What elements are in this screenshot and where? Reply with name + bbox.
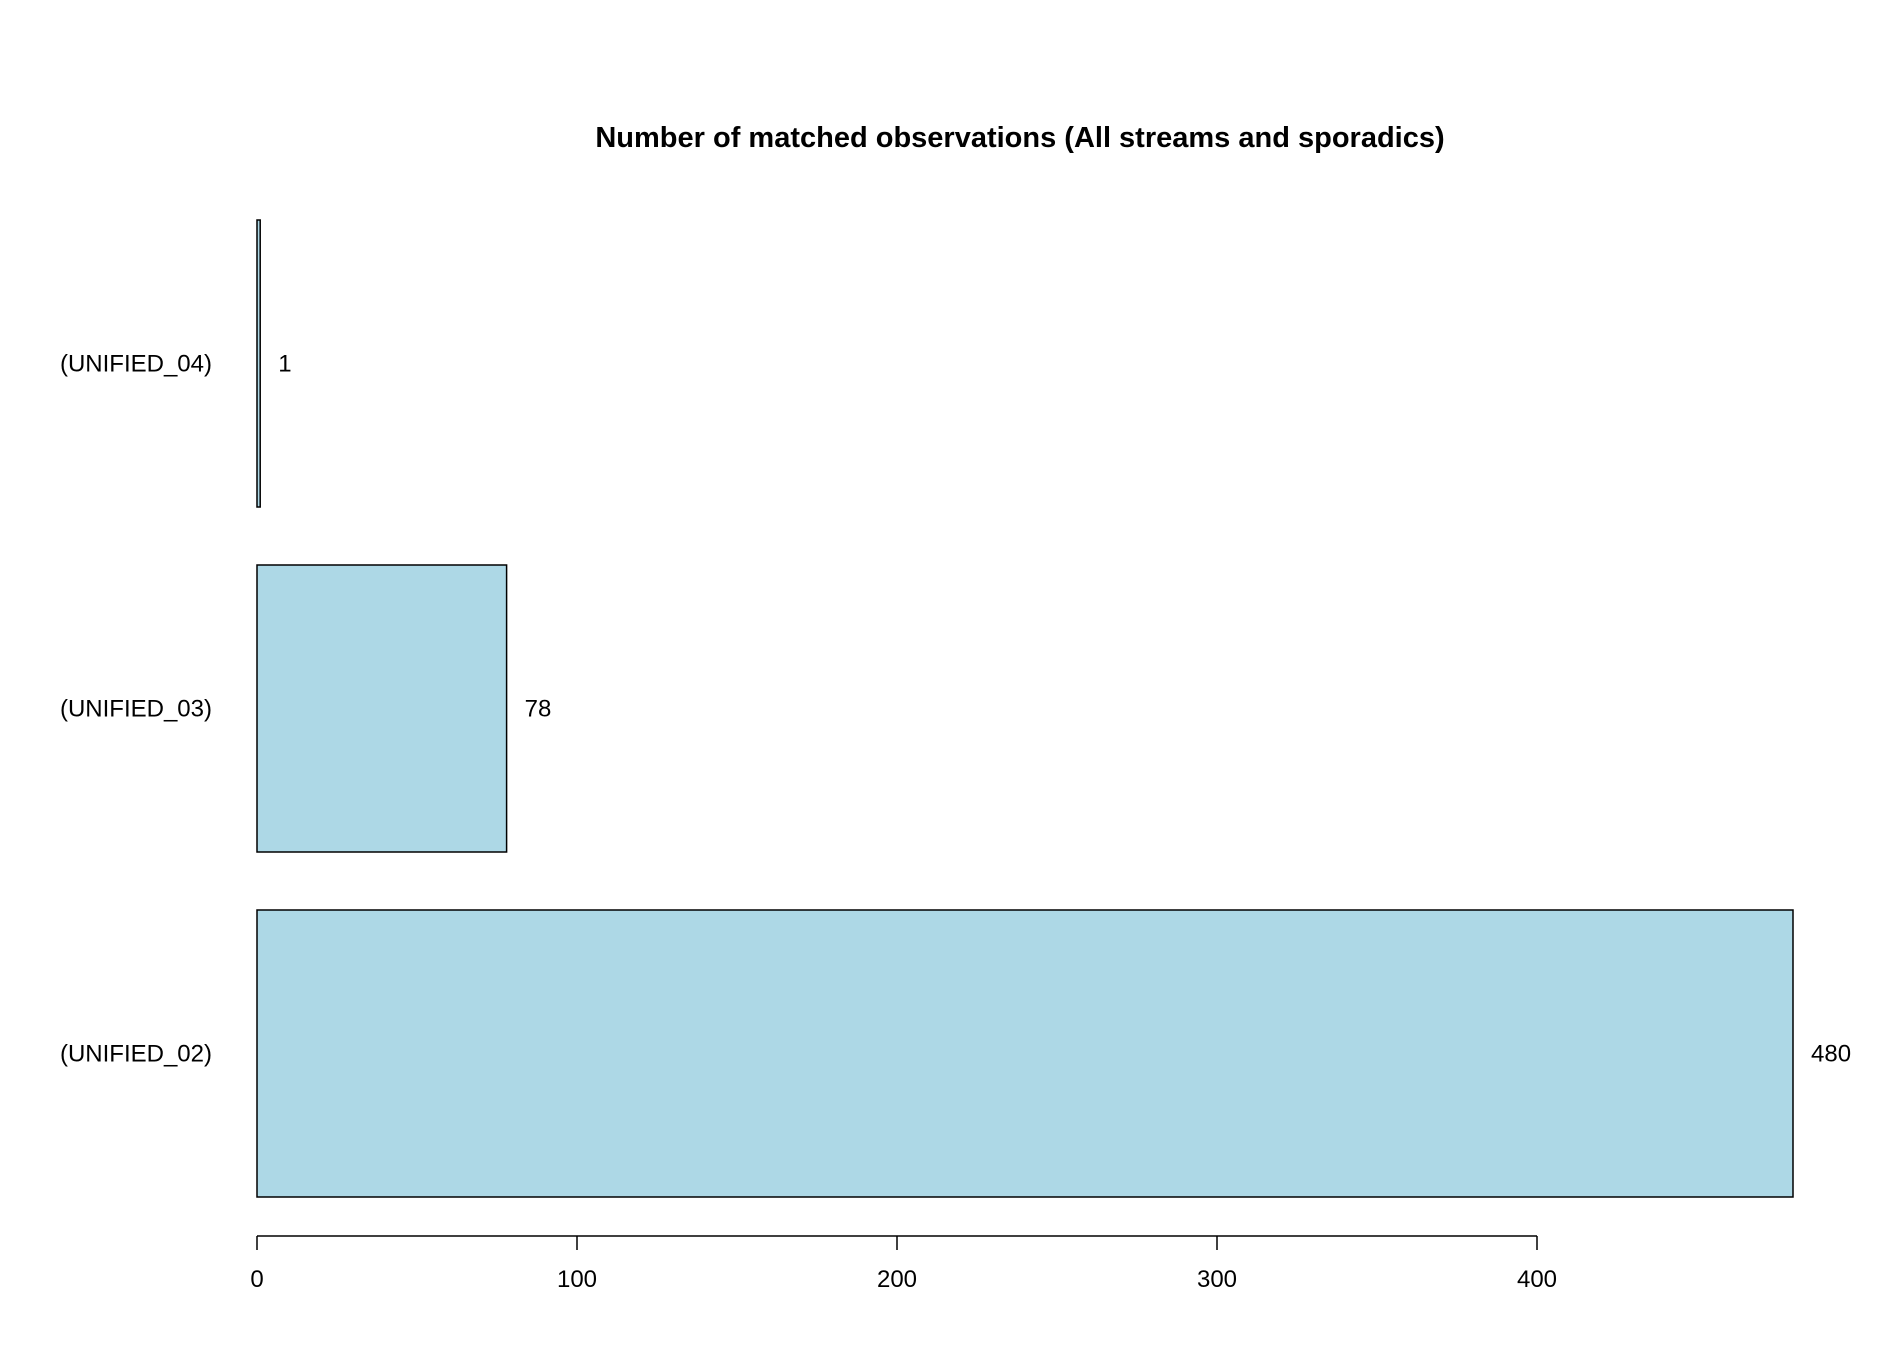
category-labels-group: (UNIFIED_02) (UNIFIED_03) (UNIFIED_04) (60, 351, 212, 1068)
category-label-unified-04: (UNIFIED_04) (60, 351, 212, 378)
bars-group (256, 219, 1794, 1198)
value-labels-group: 480 78 1 (278, 351, 1851, 1068)
x-tick-label-300: 300 (1197, 1266, 1237, 1293)
bar-unified-02 (256, 909, 1794, 1198)
x-tick-label-100: 100 (557, 1266, 597, 1293)
chart-title: Number of matched observations (All stre… (595, 122, 1444, 154)
category-label-unified-03: (UNIFIED_03) (60, 696, 212, 723)
x-tick-label-200: 200 (877, 1266, 917, 1293)
x-tick-label-400: 400 (1517, 1266, 1557, 1293)
bar-unified-03 (256, 564, 508, 853)
value-label-unified-03: 78 (525, 696, 552, 723)
x-axis: 0 100 200 300 400 (250, 1235, 1557, 1293)
x-tick-label-0: 0 (250, 1266, 263, 1293)
category-label-unified-02: (UNIFIED_02) (60, 1041, 212, 1068)
bar-unified-04 (256, 219, 261, 508)
value-label-unified-02: 480 (1811, 1041, 1851, 1068)
value-label-unified-04: 1 (278, 351, 291, 378)
